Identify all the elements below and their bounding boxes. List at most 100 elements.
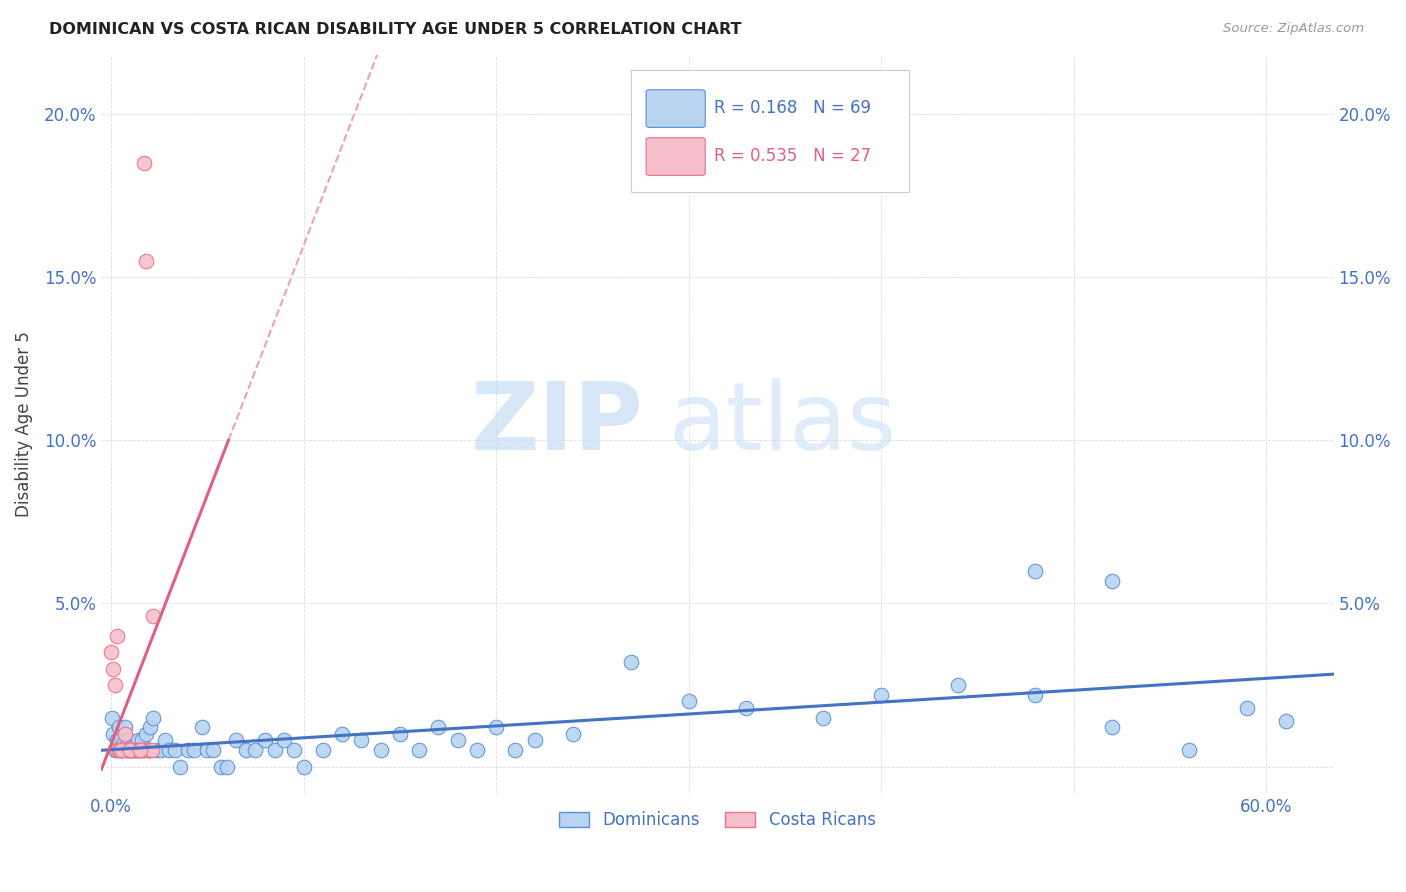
- FancyBboxPatch shape: [631, 70, 908, 192]
- Point: [121, 739, 143, 754]
- Point: [1024, 564, 1046, 578]
- Point: [111, 743, 134, 757]
- Point: [117, 743, 139, 757]
- Point: [122, 743, 145, 757]
- Point: [142, 710, 165, 724]
- Point: [129, 743, 152, 757]
- Text: R = 0.535   N = 27: R = 0.535 N = 27: [714, 147, 870, 165]
- Point: [485, 720, 508, 734]
- Point: [105, 743, 128, 757]
- Point: [101, 662, 124, 676]
- Point: [141, 743, 163, 757]
- Point: [678, 694, 700, 708]
- Point: [1178, 743, 1201, 757]
- Point: [114, 727, 136, 741]
- Text: R = 0.168   N = 69: R = 0.168 N = 69: [714, 99, 870, 117]
- Point: [150, 743, 173, 757]
- Point: [117, 733, 139, 747]
- Point: [292, 759, 315, 773]
- Point: [505, 743, 527, 757]
- Point: [235, 743, 257, 757]
- Point: [195, 743, 218, 757]
- Point: [169, 759, 191, 773]
- Point: [183, 743, 205, 757]
- Point: [735, 701, 758, 715]
- Point: [115, 743, 138, 757]
- Point: [104, 678, 127, 692]
- Point: [209, 759, 232, 773]
- Point: [107, 743, 129, 757]
- Point: [129, 743, 152, 757]
- Point: [312, 743, 335, 757]
- Point: [190, 720, 212, 734]
- Point: [135, 727, 157, 741]
- Point: [114, 720, 136, 734]
- Text: Source: ZipAtlas.com: Source: ZipAtlas.com: [1223, 22, 1364, 36]
- Point: [138, 743, 160, 757]
- Point: [245, 743, 267, 757]
- Point: [523, 733, 546, 747]
- FancyBboxPatch shape: [647, 137, 706, 176]
- Text: DOMINICAN VS COSTA RICAN DISABILITY AGE UNDER 5 CORRELATION CHART: DOMINICAN VS COSTA RICAN DISABILITY AGE …: [49, 22, 742, 37]
- Point: [870, 688, 893, 702]
- Text: ZIP: ZIP: [471, 378, 644, 470]
- Point: [132, 156, 155, 170]
- Point: [163, 743, 186, 757]
- Point: [146, 743, 169, 757]
- Point: [120, 743, 142, 757]
- Point: [283, 743, 305, 757]
- Point: [101, 710, 124, 724]
- Point: [136, 743, 159, 757]
- Point: [131, 743, 153, 757]
- Point: [110, 743, 132, 757]
- Point: [370, 743, 392, 757]
- Point: [127, 743, 149, 757]
- Point: [446, 733, 468, 747]
- Point: [127, 733, 149, 747]
- Point: [408, 743, 430, 757]
- Point: [263, 743, 285, 757]
- Point: [125, 743, 148, 757]
- Point: [100, 645, 122, 659]
- Point: [142, 609, 165, 624]
- Point: [202, 743, 225, 757]
- Point: [388, 727, 411, 741]
- Point: [111, 737, 134, 751]
- Point: [101, 727, 124, 741]
- Point: [948, 678, 970, 692]
- Point: [177, 743, 200, 757]
- Point: [1236, 701, 1258, 715]
- Point: [120, 743, 142, 757]
- Point: [1101, 720, 1123, 734]
- Point: [465, 743, 488, 757]
- Point: [131, 733, 153, 747]
- Legend: Dominicans, Costa Ricans: Dominicans, Costa Ricans: [553, 805, 883, 836]
- Y-axis label: Disability Age Under 5: Disability Age Under 5: [15, 331, 32, 516]
- Point: [562, 727, 585, 741]
- Point: [105, 629, 128, 643]
- Point: [153, 733, 176, 747]
- Point: [330, 727, 353, 741]
- Point: [132, 743, 155, 757]
- Point: [225, 733, 247, 747]
- Point: [107, 720, 129, 734]
- Point: [350, 733, 373, 747]
- Point: [136, 743, 159, 757]
- FancyBboxPatch shape: [647, 90, 706, 128]
- Point: [813, 710, 835, 724]
- Point: [1274, 714, 1296, 728]
- Point: [122, 743, 145, 757]
- Point: [104, 743, 127, 757]
- Point: [620, 655, 643, 669]
- Point: [110, 743, 132, 757]
- Point: [115, 743, 138, 757]
- Point: [138, 720, 160, 734]
- Point: [129, 743, 152, 757]
- Point: [273, 733, 295, 747]
- Point: [120, 743, 142, 757]
- Point: [105, 733, 128, 747]
- Point: [121, 743, 143, 757]
- Point: [135, 253, 157, 268]
- Point: [1101, 574, 1123, 588]
- Point: [1024, 688, 1046, 702]
